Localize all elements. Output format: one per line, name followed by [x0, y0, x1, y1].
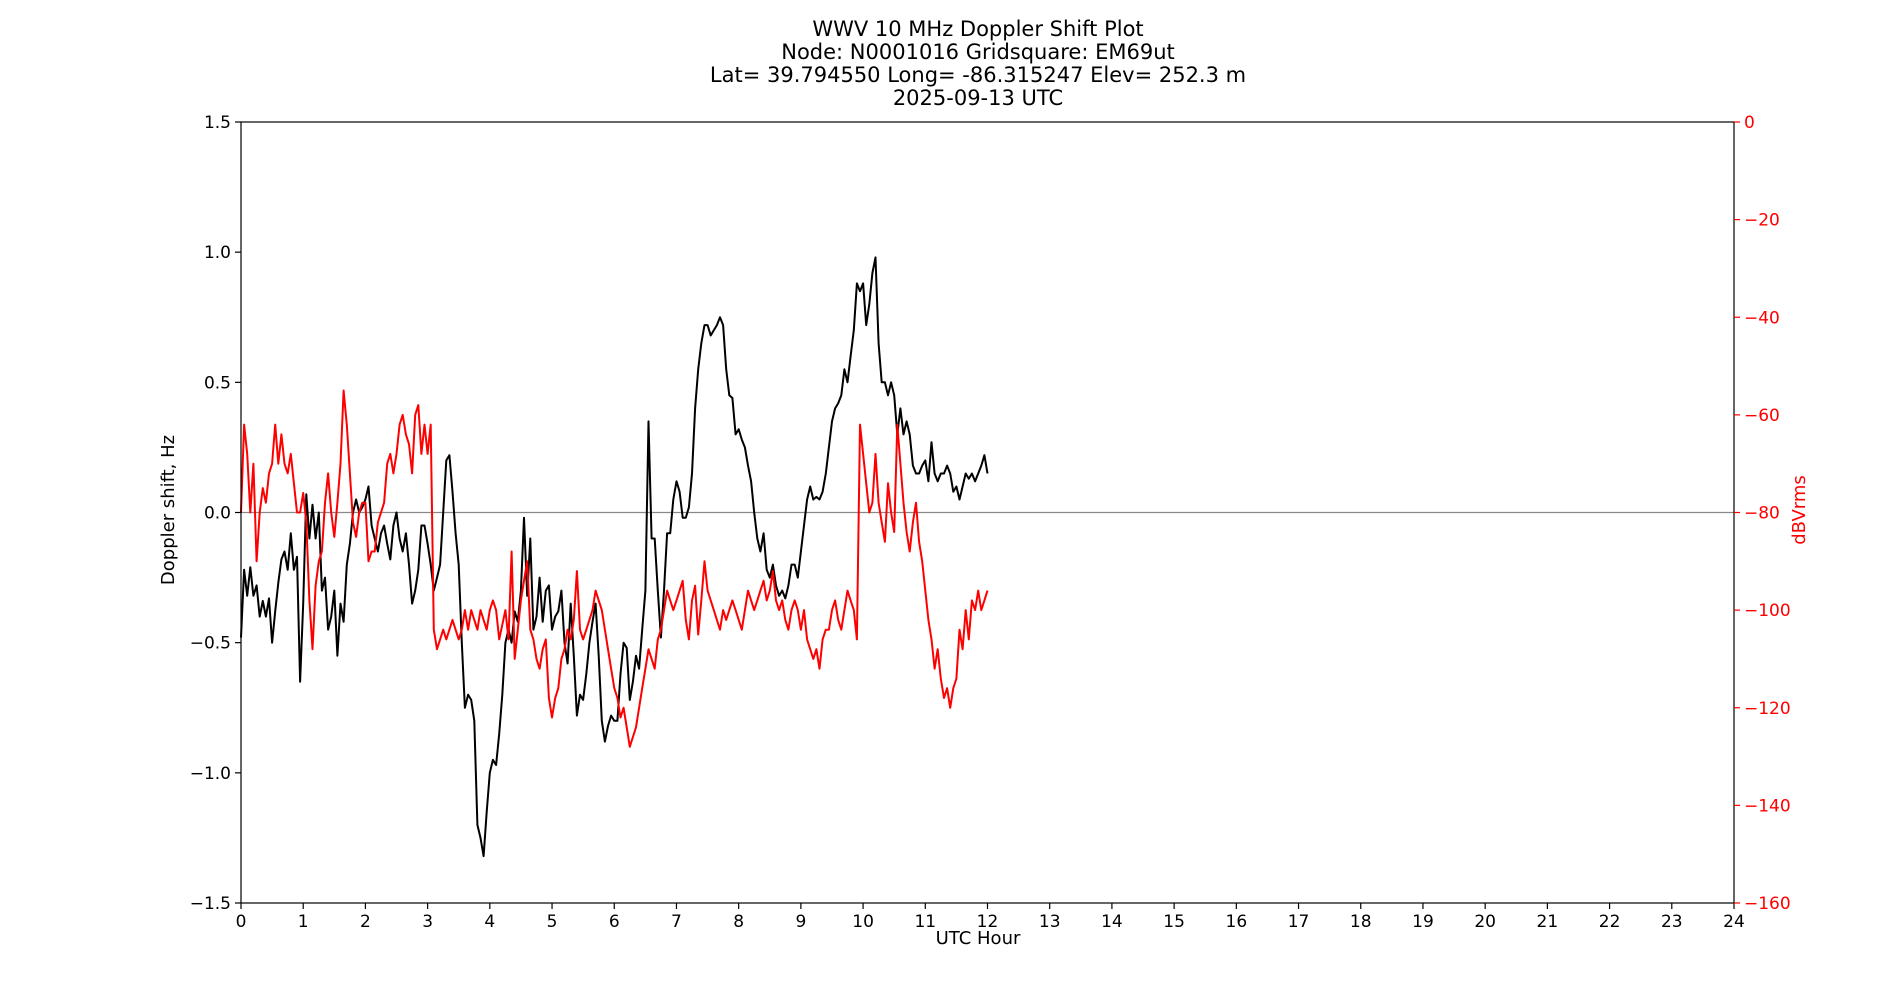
y-left-tick-label: 1.0	[204, 243, 231, 263]
x-tick-label: 9	[795, 912, 806, 932]
x-tick-label: 4	[484, 912, 495, 932]
title-line-2: Node: N0001016 Gridsquare: EM69ut	[781, 40, 1174, 64]
x-tick-label: 3	[422, 912, 433, 932]
y-axis-label-left: Doppler shift, Hz	[158, 435, 179, 585]
x-tick-label: 11	[914, 912, 936, 932]
y-right-tick-label: −160	[1744, 894, 1791, 914]
y-left-tick-label: 1.5	[204, 113, 231, 133]
y-right-tick-label: −20	[1744, 211, 1780, 231]
y-left-tick-label: −1.0	[190, 764, 231, 784]
x-tick-label: 16	[1226, 912, 1248, 932]
y-left-tick-label: 0.0	[204, 504, 231, 524]
y-left-tick-label: −0.5	[190, 634, 231, 654]
x-tick-label: 8	[733, 912, 744, 932]
x-tick-label: 22	[1599, 912, 1621, 932]
title-line-3: Lat= 39.794550 Long= -86.315247 Elev= 25…	[710, 63, 1246, 87]
x-tick-label: 14	[1101, 912, 1123, 932]
x-tick-label: 12	[977, 912, 999, 932]
x-tick-label: 1	[298, 912, 309, 932]
title-line-1: WWV 10 MHz Doppler Shift Plot	[812, 17, 1143, 41]
y-axis-label-right: dBVrms	[1789, 475, 1810, 545]
x-axis-label: UTC Hour	[936, 928, 1021, 949]
y-left-tick-label: 0.5	[204, 373, 231, 393]
y-right-tick-label: 0	[1744, 113, 1755, 133]
x-tick-label: 23	[1661, 912, 1683, 932]
title-line-4: 2025-09-13 UTC	[893, 86, 1063, 110]
x-tick-label: 7	[671, 912, 682, 932]
x-tick-label: 15	[1163, 912, 1185, 932]
x-tick-label: 2	[360, 912, 371, 932]
x-tick-label: 6	[609, 912, 620, 932]
y-left-tick-label: −1.5	[190, 894, 231, 914]
x-tick-label: 13	[1039, 912, 1061, 932]
chart-title: WWV 10 MHz Doppler Shift Plot Node: N000…	[710, 17, 1246, 110]
x-tick-label: 24	[1723, 912, 1745, 932]
x-tick-label: 17	[1288, 912, 1310, 932]
y-right-tick-label: −80	[1744, 504, 1780, 524]
x-tick-label: 18	[1350, 912, 1372, 932]
x-tick-label: 19	[1412, 912, 1434, 932]
y-right-tick-label: −120	[1744, 699, 1791, 719]
y-right-tick-label: −60	[1744, 406, 1780, 426]
y-right-tick-label: −100	[1744, 601, 1791, 621]
x-tick-label: 10	[852, 912, 874, 932]
doppler-series-line	[240, 256, 989, 858]
x-tick-label: 20	[1474, 912, 1496, 932]
plot-area: 0 1 2 3 4 5 6 7 8 9 10 11 12 13 14 15 16 17 18 19 20 21 22 23 24…	[190, 113, 1791, 932]
x-tick-label: 0	[236, 912, 247, 932]
x-tick-label: 21	[1537, 912, 1559, 932]
x-tick-label: 5	[547, 912, 558, 932]
y-right-tick-label: −140	[1744, 796, 1791, 816]
y-right-tick-label: −40	[1744, 308, 1780, 328]
power-series-line	[240, 389, 989, 748]
